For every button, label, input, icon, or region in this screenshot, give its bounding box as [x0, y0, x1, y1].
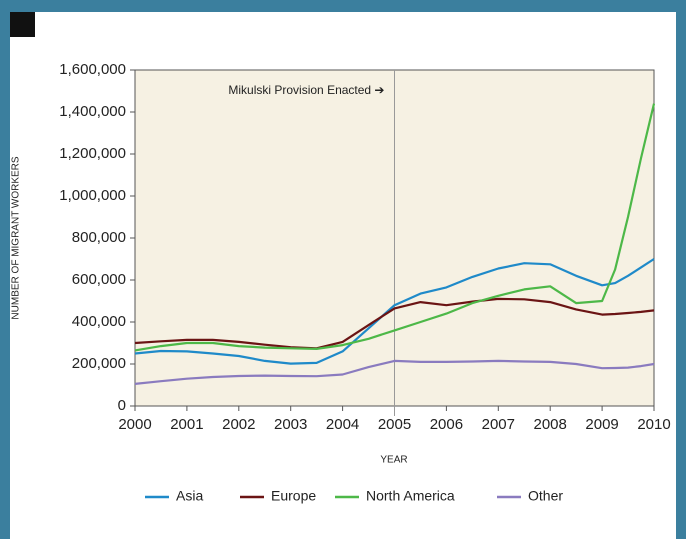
x-tick-label: 2010 — [637, 416, 670, 433]
legend-label: Other — [528, 488, 563, 504]
legend-label: Europe — [271, 488, 316, 504]
x-tick-label: 2007 — [482, 416, 515, 433]
series-line — [134, 258, 655, 365]
y-tick-label: 1,400,000 — [59, 103, 126, 120]
y-tick-label: 400,000 — [72, 313, 126, 330]
legend-label: Asia — [176, 488, 203, 504]
corner-block — [10, 12, 35, 37]
x-tick-label: 2008 — [534, 416, 567, 433]
x-tick-label: 2001 — [170, 416, 203, 433]
x-tick-label: 2000 — [118, 416, 151, 433]
y-tick-label: 0 — [118, 397, 126, 414]
series-line — [134, 103, 656, 352]
x-tick-label: 2009 — [585, 416, 618, 433]
annotation-text: Mikulski Provision Enacted ➔ — [228, 83, 384, 97]
series-line — [134, 359, 655, 385]
x-tick-label: 2003 — [274, 416, 307, 433]
series-line — [134, 297, 655, 350]
x-tick-label: 2002 — [222, 416, 255, 433]
y-tick-label: 1,000,000 — [59, 187, 126, 204]
x-tick-label: 2004 — [326, 416, 359, 433]
x-tick-label: 2005 — [378, 416, 411, 433]
y-tick-label: 200,000 — [72, 355, 126, 372]
x-tick-label: 2006 — [430, 416, 463, 433]
y-tick-label: 1,600,000 — [59, 61, 126, 78]
x-axis-label: YEAR — [380, 455, 407, 466]
y-axis-label: NUMBER OF MIGRANT WORKERS — [11, 156, 22, 319]
y-tick-label: 600,000 — [72, 271, 126, 288]
legend-label: North America — [366, 488, 455, 504]
y-tick-label: 1,200,000 — [59, 145, 126, 162]
y-tick-label: 800,000 — [72, 229, 126, 246]
